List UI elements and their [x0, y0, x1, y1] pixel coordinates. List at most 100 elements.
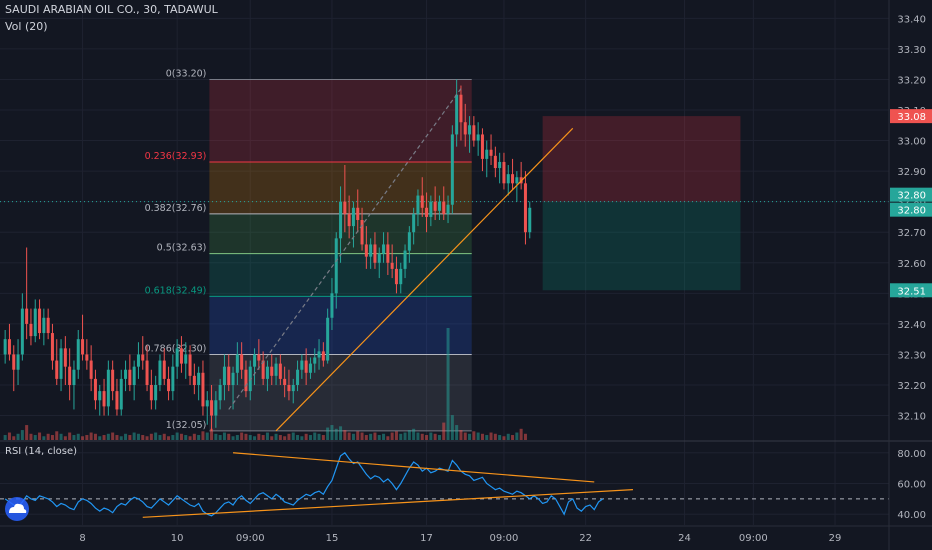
volume-bar [502, 436, 506, 440]
fibonacci-retracement[interactable]: 0(33.20) 0.236(32.93) 0.382(32.76) 0.5(32.6… [145, 68, 472, 432]
candle-body [498, 161, 502, 169]
volume-bar [63, 436, 67, 440]
candle-body [214, 400, 218, 416]
volume-bar [463, 432, 467, 440]
volume-bar [480, 433, 484, 440]
volume-bar [124, 433, 128, 440]
volume-bar [459, 430, 463, 440]
price-tick-label: 33.00 [897, 137, 926, 148]
candle-body [33, 308, 37, 337]
fib-band [209, 354, 472, 431]
symbol-title[interactable]: SAUDI ARABIAN OIL CO., 30, TADAWUL [5, 3, 218, 16]
candle-body [227, 366, 231, 385]
time-tick-label: 15 [326, 533, 339, 544]
candle-body [450, 134, 454, 205]
volume-bar [93, 433, 97, 440]
candle-body [175, 348, 179, 367]
volume-bar [373, 432, 377, 440]
trendline-drawings[interactable] [228, 88, 574, 432]
volume-bar [141, 435, 145, 440]
rsi-trendline[interactable] [142, 489, 633, 518]
candle-body [511, 174, 515, 184]
candle-body [480, 134, 484, 159]
volume-bar [33, 435, 37, 440]
volume-bar [450, 415, 454, 440]
position-target-zone[interactable] [542, 201, 741, 291]
fib-trend-dashed-line[interactable] [228, 88, 462, 410]
candle-body [373, 244, 377, 263]
candle-body [394, 268, 398, 285]
volume-bar [339, 426, 343, 440]
candle-body [399, 268, 403, 285]
volume-bar [485, 435, 489, 440]
candle-body [115, 391, 119, 410]
candle-body [347, 213, 351, 227]
candle-body [437, 201, 441, 211]
candle-body [261, 360, 265, 379]
candle-body [442, 201, 446, 214]
candle-body [412, 213, 416, 233]
candle-body [205, 400, 209, 407]
volume-bar [296, 435, 300, 440]
volume-bar [192, 433, 196, 440]
candle-body [85, 354, 89, 361]
candle-body [291, 385, 295, 392]
price-tick-label: 32.40 [897, 320, 926, 331]
volume-indicator-label[interactable]: Vol (20) [5, 20, 48, 33]
candle-body [72, 369, 76, 385]
candle-body [145, 360, 149, 385]
volume-bar [364, 435, 368, 440]
price-axis[interactable]: 32.1032.2032.3032.4032.5032.6032.7032.80… [890, 14, 932, 423]
fib-level-label: 0.618(32.49) [145, 285, 207, 296]
candle-body [162, 360, 166, 379]
volume-bar [498, 435, 502, 440]
time-axis[interactable]: 8 10 09:00 15 17 09:00 22 24 09:00 29 [79, 533, 841, 544]
candle-body [20, 308, 24, 355]
volume-bar [227, 433, 231, 440]
volume-bar [377, 435, 381, 440]
trendline[interactable] [275, 127, 574, 432]
volume-bar [425, 435, 429, 440]
price-tick-label: 33.30 [897, 45, 926, 56]
candle-body [240, 354, 244, 370]
volume-bar [16, 433, 20, 440]
rsi-indicator-label[interactable]: RSI (14, close) [5, 446, 78, 457]
candle-body [339, 201, 343, 239]
candle-body [390, 262, 394, 269]
volume-bar [287, 433, 291, 440]
volume-bar [205, 432, 209, 440]
candle-body [29, 323, 33, 337]
volume-bar [102, 435, 106, 440]
rsi-trendline[interactable] [233, 452, 595, 483]
position-stop-zone[interactable] [542, 116, 741, 202]
volume-bar [321, 435, 325, 440]
volume-bar [89, 432, 93, 440]
volume-bar [493, 433, 497, 440]
price-tick-label: 32.70 [897, 228, 926, 239]
candle-body [210, 400, 214, 416]
volume-bar [308, 435, 312, 440]
time-tick-label: 17 [420, 533, 433, 544]
volume-bar [506, 433, 510, 440]
candle-body [420, 195, 424, 208]
candle-body [68, 366, 72, 385]
volume-bar [326, 427, 330, 440]
candle-body [124, 369, 128, 379]
volume-bar [304, 433, 308, 440]
candle-body [63, 348, 67, 367]
candle-body [343, 201, 347, 214]
fib-level-label: 0.786(32.30) [145, 343, 207, 354]
price-axis-label [890, 109, 932, 124]
volume-bar [201, 431, 205, 440]
volume-bar [278, 435, 282, 440]
fib-level-label: 0(33.20) [166, 68, 207, 79]
candle-body [81, 339, 85, 355]
volume-bar [347, 432, 351, 440]
volume-bar [38, 432, 42, 440]
volume-bar [59, 433, 63, 440]
candle-body [16, 354, 20, 370]
short-position-tool[interactable] [0, 116, 889, 291]
volume-bar [145, 436, 149, 440]
tradingview-logo-icon[interactable] [5, 497, 29, 521]
